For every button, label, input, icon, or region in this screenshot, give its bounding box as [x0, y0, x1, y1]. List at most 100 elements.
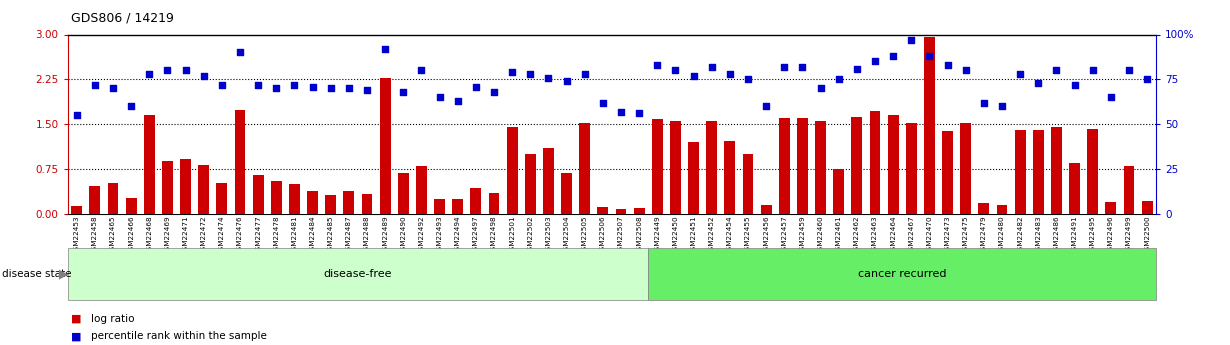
Bar [670, 121, 681, 214]
Point [267, 86, 287, 91]
Text: GSM22463: GSM22463 [872, 216, 878, 255]
Point [574, 71, 594, 77]
Text: GSM22500: GSM22500 [1144, 216, 1150, 255]
Point [539, 75, 558, 80]
Point [85, 82, 105, 88]
Text: GSM22490: GSM22490 [400, 216, 406, 255]
Point [1138, 77, 1157, 82]
Point [756, 104, 776, 109]
Text: GSM22461: GSM22461 [835, 216, 841, 255]
Point [1010, 71, 1030, 77]
Bar [888, 115, 899, 214]
Point [847, 66, 867, 71]
Bar [652, 119, 663, 214]
Text: GSM22502: GSM22502 [528, 216, 534, 255]
Text: GSM22466: GSM22466 [128, 216, 134, 255]
Point [974, 100, 994, 106]
Point [303, 84, 322, 89]
Point [321, 86, 341, 91]
Text: GSM22503: GSM22503 [545, 216, 551, 255]
Text: disease-free: disease-free [323, 269, 392, 279]
Point [448, 98, 467, 104]
Bar [1069, 163, 1080, 214]
Text: GSM22497: GSM22497 [472, 216, 478, 255]
Bar [271, 181, 282, 214]
Point [792, 64, 812, 70]
Text: GSM22456: GSM22456 [763, 216, 769, 255]
Bar [1123, 166, 1134, 214]
Bar [235, 110, 246, 214]
Text: GSM22488: GSM22488 [364, 216, 370, 255]
Point [702, 64, 722, 70]
Point [103, 86, 123, 91]
Bar [760, 205, 771, 214]
Point [194, 73, 214, 79]
Bar [942, 131, 953, 214]
Bar [598, 207, 609, 214]
Point [593, 100, 613, 106]
Point [520, 71, 540, 77]
Bar [362, 194, 373, 214]
Text: disease state: disease state [2, 269, 73, 279]
Bar [525, 154, 536, 214]
Text: GSM22449: GSM22449 [654, 216, 661, 255]
Bar [507, 127, 518, 214]
Point [829, 77, 849, 82]
Point [1101, 95, 1121, 100]
Text: GSM22474: GSM22474 [219, 216, 225, 255]
Text: GSM22460: GSM22460 [818, 216, 824, 255]
Point [66, 112, 86, 118]
Point [284, 82, 304, 88]
Point [1065, 82, 1085, 88]
Bar [1106, 202, 1117, 214]
Text: GSM22487: GSM22487 [346, 216, 352, 255]
Bar [434, 199, 445, 214]
Point [775, 64, 795, 70]
Point [139, 71, 159, 77]
Point [937, 62, 957, 68]
Bar [615, 209, 626, 214]
Point [865, 59, 884, 64]
Text: GSM22464: GSM22464 [891, 216, 897, 255]
Bar [380, 78, 391, 214]
Text: GSM22504: GSM22504 [563, 216, 569, 255]
Point [738, 77, 758, 82]
Bar [343, 191, 354, 214]
Text: GSM22501: GSM22501 [509, 216, 515, 255]
Text: GSM22457: GSM22457 [781, 216, 787, 255]
Bar [815, 121, 827, 214]
Point [502, 69, 522, 75]
Text: GSM22486: GSM22486 [1053, 216, 1059, 255]
Text: GSM22506: GSM22506 [600, 216, 606, 255]
Bar [90, 186, 101, 214]
Text: GSM22505: GSM22505 [582, 216, 588, 255]
Point [557, 78, 577, 84]
Text: GSM22493: GSM22493 [437, 216, 443, 255]
Text: GSM22494: GSM22494 [455, 216, 461, 255]
Text: GDS806 / 14219: GDS806 / 14219 [71, 11, 175, 24]
Bar [308, 191, 319, 214]
Text: GSM22453: GSM22453 [74, 216, 80, 255]
Bar [416, 166, 427, 214]
Bar [453, 199, 464, 214]
Text: GSM22507: GSM22507 [617, 216, 624, 255]
Point [920, 53, 940, 59]
Text: GSM22489: GSM22489 [383, 216, 389, 255]
Text: GSM22508: GSM22508 [636, 216, 642, 255]
Text: GSM22450: GSM22450 [673, 216, 679, 255]
Bar [1141, 201, 1153, 214]
Point [1119, 68, 1139, 73]
Text: ■: ■ [71, 314, 82, 324]
Bar [724, 141, 736, 214]
Text: ■: ■ [71, 332, 82, 341]
Point [357, 87, 376, 93]
Text: GSM22475: GSM22475 [963, 216, 969, 255]
Point [611, 109, 631, 115]
Point [665, 68, 685, 73]
Point [993, 104, 1012, 109]
Point [485, 89, 504, 95]
Bar [905, 123, 916, 214]
Bar [542, 148, 554, 214]
Text: GSM22458: GSM22458 [92, 216, 98, 255]
Text: GSM22451: GSM22451 [690, 216, 696, 255]
